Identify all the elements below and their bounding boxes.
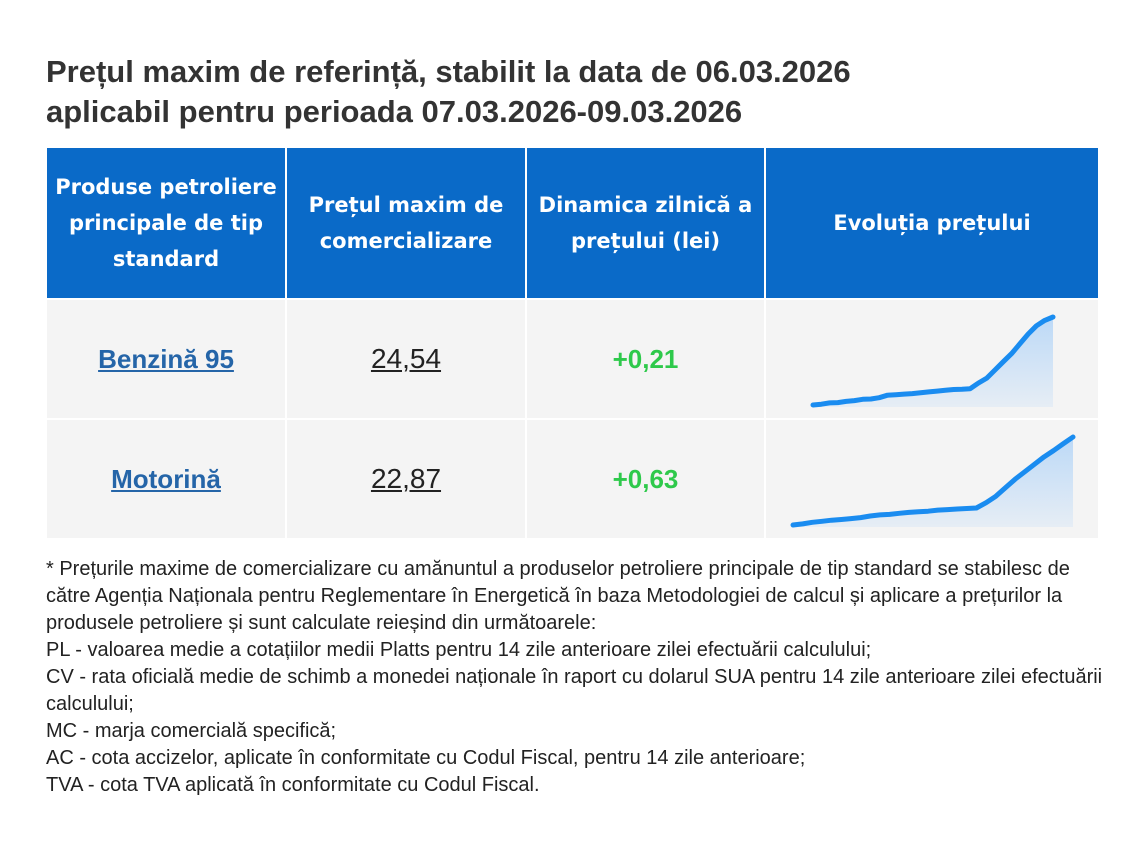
evolution-cell <box>764 298 1100 420</box>
title-line-1: Prețul maxim de referință, stabilit la d… <box>46 54 851 89</box>
header-product: Produse petroliere principale de tip sta… <box>45 146 287 300</box>
title-line-2: aplicabil pentru perioada 07.03.2026-09.… <box>46 94 743 129</box>
sparkline-area <box>813 317 1053 407</box>
footnotes: * Prețurile maxime de comercializare cu … <box>46 556 1106 799</box>
footnote-pl: PL - valoarea medie a cotațiilor medii P… <box>46 639 872 661</box>
price-table: Produse petroliere principale de tip sta… <box>45 146 1100 540</box>
footnote-tva: TVA - cota TVA aplicată în conformitate … <box>46 774 540 796</box>
price-sparkline <box>810 314 1056 408</box>
header-price-evolution: Evoluția prețului <box>764 146 1100 300</box>
price-cell: 22,87 <box>285 418 527 540</box>
price-sparkline <box>790 434 1076 528</box>
change-cell: +0,21 <box>525 298 766 420</box>
footnote-intro: * Prețurile maxime de comercializare cu … <box>46 558 1070 634</box>
sparkline-line <box>810 314 1056 408</box>
price-cell: 24,54 <box>285 298 527 420</box>
footnote-cv: CV - rata oficială medie de schimb a mon… <box>46 666 1103 715</box>
daily-change-value: +0,63 <box>612 463 679 494</box>
footnote-ac: AC - cota accizelor, aplicate în conform… <box>46 747 806 769</box>
header-daily-change: Dinamica zilnică a prețului (lei) <box>525 146 766 300</box>
table-row: Motorină 22,87 +0,63 <box>45 418 1100 540</box>
product-link-motorina[interactable]: Motorină <box>111 463 221 494</box>
evolution-cell <box>764 418 1100 540</box>
daily-change-value: +0,21 <box>612 343 679 374</box>
change-cell: +0,63 <box>525 418 766 540</box>
product-link-benzina[interactable]: Benzină 95 <box>98 343 234 374</box>
sparkline-area <box>793 437 1073 527</box>
page-title: Prețul maxim de referință, stabilit la d… <box>46 52 1106 132</box>
price-value[interactable]: 22,87 <box>370 463 442 494</box>
header-row: Produse petroliere principale de tip sta… <box>45 146 1100 300</box>
price-value[interactable]: 24,54 <box>370 343 442 374</box>
product-cell: Benzină 95 <box>45 298 287 420</box>
table-row: Benzină 95 24,54 +0,21 <box>45 298 1100 420</box>
product-cell: Motorină <box>45 418 287 540</box>
footnote-mc: MC - marja comercială specifică; <box>46 720 337 742</box>
header-max-price: Prețul maxim de comercializare <box>285 146 527 300</box>
sparkline-line <box>790 434 1076 528</box>
